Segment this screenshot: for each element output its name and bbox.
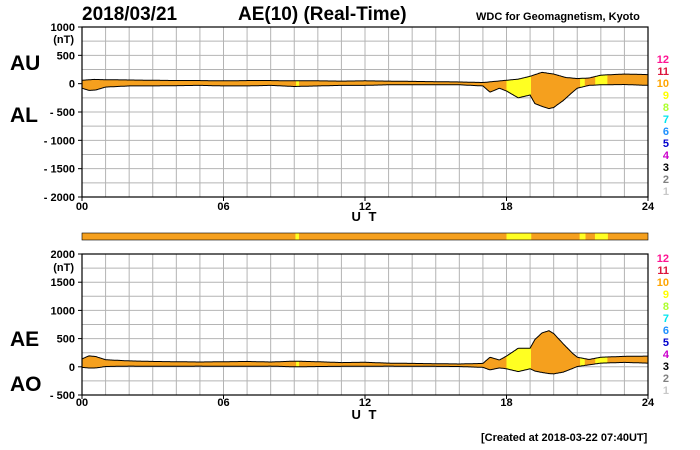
series-line-au: [81, 71, 648, 83]
x-tick-label: 18: [500, 201, 512, 213]
y-tick-label: - 1000: [44, 135, 75, 147]
y-tick-label: 500: [57, 50, 75, 62]
station-count-5: 5: [663, 138, 669, 150]
x-tick-label: 18: [500, 397, 512, 409]
x-tick-label: 06: [217, 397, 229, 409]
y-tick-label: - 2000: [44, 192, 75, 204]
y-tick-label: 0: [69, 79, 75, 91]
low-coverage-area: [296, 361, 299, 367]
y-tick-label: - 1500: [44, 164, 75, 176]
low-coverage-area: [506, 346, 531, 372]
low-coverage-area: [580, 357, 585, 367]
station-count-6: 6: [663, 126, 669, 138]
station-count-6: 6: [663, 325, 669, 337]
ae-label: AE: [10, 328, 40, 351]
station-count-11: 11: [657, 265, 669, 277]
station-count-11: 11: [657, 66, 669, 78]
y-unit-label: (nT): [53, 262, 74, 274]
series-line-ae: [81, 330, 648, 365]
y-tick-label: 0: [69, 362, 75, 374]
low-coverage-area: [506, 76, 531, 98]
station-count-5: 5: [663, 337, 669, 349]
plot-title: AE(10) (Real-Time): [238, 4, 407, 25]
low-coverage-area: [580, 78, 585, 88]
x-tick-label: 06: [217, 201, 229, 213]
station-coverage-low-segment: [594, 233, 608, 240]
station-count-4: 4: [663, 150, 670, 162]
station-count-4: 4: [663, 349, 670, 361]
ao-label: AO: [10, 373, 42, 396]
al-label: AL: [10, 104, 38, 127]
station-count-1: 1: [663, 385, 669, 397]
station-count-8: 8: [663, 102, 669, 114]
station-count-8: 8: [663, 301, 669, 313]
station-count-7: 7: [663, 313, 669, 325]
station-count-1: 1: [663, 186, 669, 198]
station-count-7: 7: [663, 114, 669, 126]
x-tick-label: 12: [359, 201, 371, 213]
x-tick-label: 00: [76, 201, 88, 213]
x-tick-label: 00: [76, 397, 88, 409]
y-tick-label: - 500: [50, 107, 75, 119]
y-tick-label: 2000: [51, 249, 75, 261]
station-count-12: 12: [657, 54, 669, 66]
y-tick-label: 1000: [51, 22, 75, 34]
au-label: AU: [10, 52, 41, 75]
low-coverage-area: [595, 357, 608, 364]
created-timestamp: [Created at 2018-03-22 07:40UT]: [481, 432, 648, 444]
station-count-3: 3: [663, 361, 669, 373]
station-count-9: 9: [663, 289, 669, 301]
station-count-2: 2: [663, 174, 669, 186]
y-tick-label: - 500: [50, 390, 75, 402]
x-axis-label: U T: [352, 407, 379, 422]
x-tick-label: 24: [642, 201, 655, 213]
low-coverage-area: [595, 74, 608, 86]
series-line-al: [81, 84, 649, 110]
station-coverage-bar: [81, 232, 649, 241]
plot-date: 2018/03/21: [82, 4, 178, 25]
y-tick-label: 1500: [51, 277, 75, 289]
y-tick-label: 1000: [51, 305, 75, 317]
station-count-12: 12: [657, 253, 669, 265]
station-count-10: 10: [657, 78, 669, 90]
station-count-3: 3: [663, 162, 669, 174]
station-count-2: 2: [663, 373, 669, 385]
series-line-ao: [81, 361, 648, 375]
organization-label: WDC for Geomagnetism, Kyoto: [476, 11, 640, 23]
y-tick-label: 500: [57, 334, 75, 346]
station-coverage-low-segment: [579, 233, 586, 240]
station-coverage-low-segment: [506, 233, 532, 240]
x-axis-label: U T: [352, 209, 379, 224]
station-count-9: 9: [663, 90, 669, 102]
y-unit-label: (nT): [53, 34, 74, 46]
station-coverage-low-segment: [295, 233, 299, 240]
low-coverage-area: [296, 80, 299, 87]
x-tick-label: 12: [359, 397, 371, 409]
station-count-10: 10: [657, 277, 669, 289]
x-tick-label: 24: [642, 397, 655, 409]
